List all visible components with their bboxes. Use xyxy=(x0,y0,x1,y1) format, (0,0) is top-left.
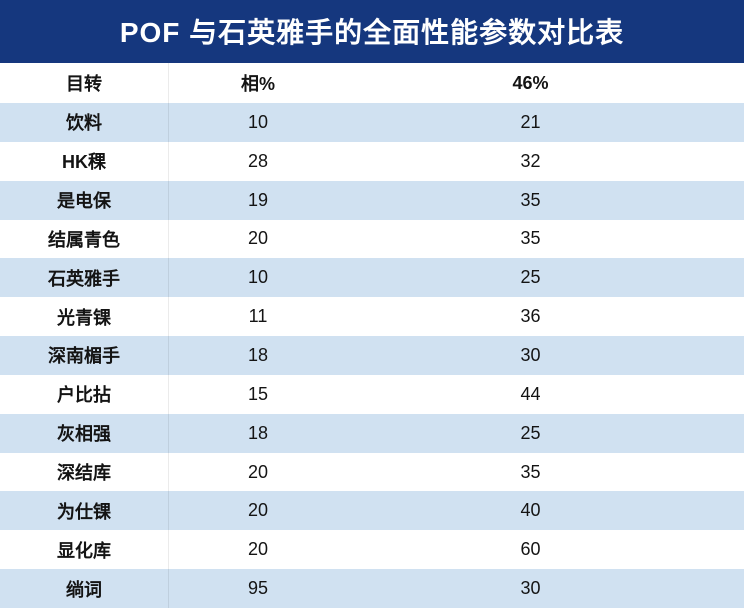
cell-value: 36 xyxy=(520,306,541,327)
row-label: 饮料 xyxy=(0,103,169,142)
cell-value: 25 xyxy=(520,422,541,443)
row-label: 是电保 xyxy=(0,180,169,220)
table-row: 石英雅手 10 25 xyxy=(0,258,744,298)
cell-value: 32 xyxy=(520,150,541,171)
column-header: 相% xyxy=(240,74,275,94)
comparison-table: 目转 相% 46% 饮料 10 21 HK稞 28 32 是电保 19 35 结… xyxy=(0,63,744,608)
cell-value: 95 xyxy=(247,578,269,599)
row-label: 灰相强 xyxy=(0,413,169,453)
table-row: 是电保 19 35 xyxy=(0,180,744,220)
cell-value: 11 xyxy=(248,306,268,327)
cell-value: 35 xyxy=(520,461,541,482)
table-row: 灰相强 18 25 xyxy=(0,413,744,453)
cell-value: 20 xyxy=(247,539,269,560)
table-row: 深结库 20 35 xyxy=(0,452,744,492)
cell-value: 60 xyxy=(520,539,541,560)
row-label: 光青锞 xyxy=(0,297,169,337)
table-row: 绱词 95 30 xyxy=(0,569,744,608)
row-label: 石英雅手 xyxy=(0,258,169,298)
cell-value: 10 xyxy=(247,111,269,132)
cell-value: 10 xyxy=(247,267,269,288)
title-bar: POF 与石英雅手的全面性能参数对比表 xyxy=(0,0,744,63)
row-label: 结属青色 xyxy=(0,219,169,259)
row-label: 深结库 xyxy=(0,452,169,492)
cell-value: 35 xyxy=(520,228,541,249)
table-row: 饮料 10 21 xyxy=(0,103,744,142)
table-row: 深南楣手 18 30 xyxy=(0,336,744,375)
cell-value: 18 xyxy=(247,422,269,443)
column-header: 46% xyxy=(512,72,549,93)
row-label: 绱词 xyxy=(0,569,169,608)
table-row: 结属青色 20 35 xyxy=(0,219,744,259)
table-row: 显化库 20 60 xyxy=(0,530,744,570)
table-row: 户比拈 15 44 xyxy=(0,374,744,414)
row-label: 深南楣手 xyxy=(0,336,169,375)
cell-value: 20 xyxy=(247,500,269,521)
cell-value: 19 xyxy=(247,189,269,210)
row-label: 为仕锞 xyxy=(0,491,169,531)
cell-value: 18 xyxy=(247,344,269,365)
cell-value: 15 xyxy=(247,383,269,404)
cell-value: 20 xyxy=(247,461,269,482)
cell-value: 35 xyxy=(520,189,541,210)
cell-value: 28 xyxy=(247,150,269,171)
cell-value: 40 xyxy=(520,500,541,521)
row-label: 户比拈 xyxy=(0,374,169,414)
cell-value: 20 xyxy=(247,228,269,249)
cell-value: 30 xyxy=(520,578,541,599)
table-row: 光青锞 11 36 xyxy=(0,297,744,337)
table-row: HK稞 28 32 xyxy=(0,141,744,181)
cell-value: 30 xyxy=(520,344,541,365)
table-row: 为仕锞 20 40 xyxy=(0,491,744,531)
row-label: 显化库 xyxy=(0,530,169,570)
column-header: 目转 xyxy=(0,63,169,103)
cell-value: 44 xyxy=(520,383,541,404)
page-title: POF 与石英雅手的全面性能参数对比表 xyxy=(119,16,625,48)
cell-value: 21 xyxy=(520,111,541,132)
row-label: HK稞 xyxy=(0,141,169,181)
table-header-row: 目转 相% 46% xyxy=(0,63,744,103)
cell-value: 25 xyxy=(520,267,541,288)
